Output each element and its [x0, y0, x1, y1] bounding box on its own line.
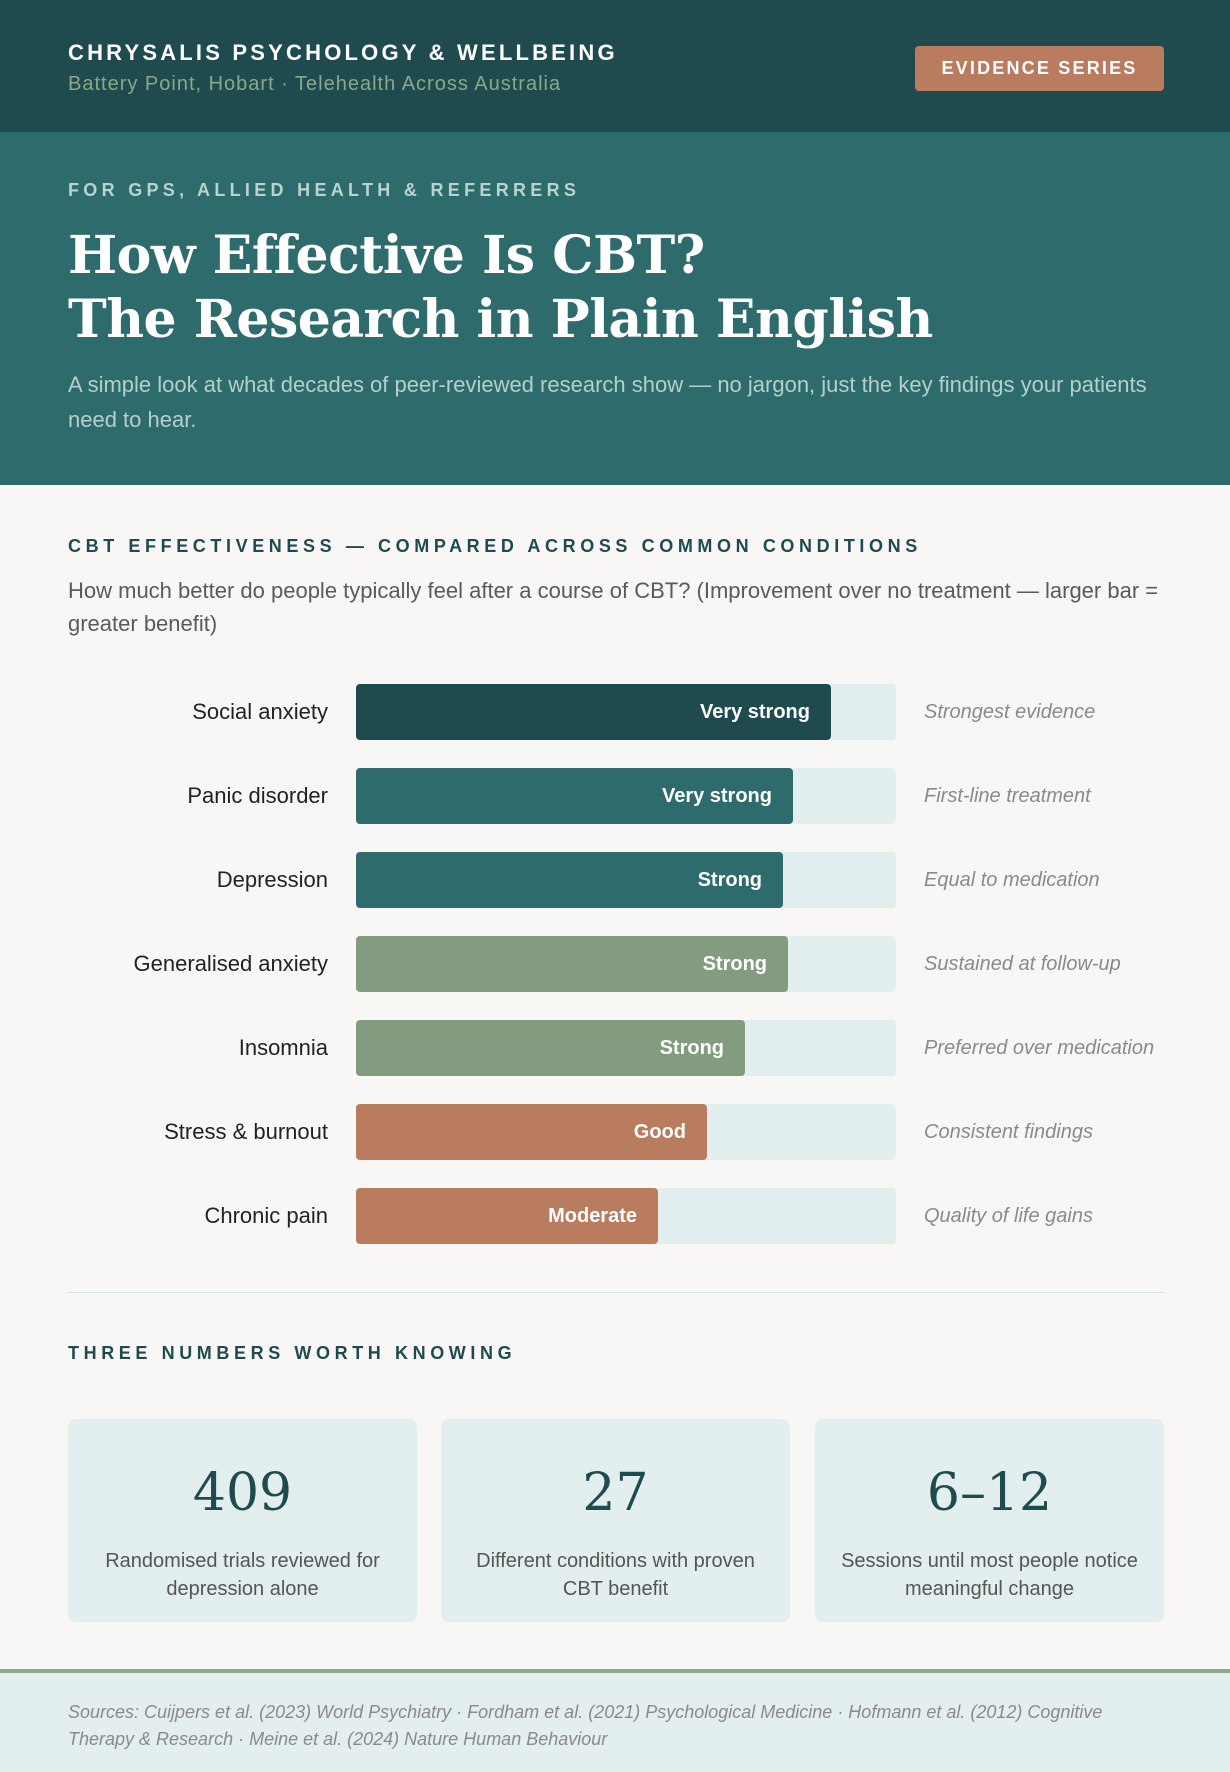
bar-track: Strong — [356, 936, 896, 992]
bar-row: Generalised anxiety Strong Sustained at fo… — [0, 936, 1230, 992]
bar-row: Social anxiety Very strong Strongest evide… — [0, 684, 1230, 740]
bar-note: Preferred over medication — [924, 1036, 1155, 1059]
bar-category-label: Depression — [216, 867, 328, 892]
bar: Good — [356, 1104, 707, 1160]
bar-track: Moderate — [356, 1188, 896, 1244]
bar-track: Good — [356, 1104, 896, 1160]
effectiveness-bar-chart: Social anxiety Very strong Strongest evide… — [0, 684, 1230, 1244]
bar-category-label: Insomnia — [238, 1035, 328, 1060]
header-bar: CHRYSALIS PSYCHOLOGY & WELLBEING Battery… — [0, 0, 1230, 132]
sources-footer: Sources: Cuijpers et al. (2023) World Ps… — [0, 1669, 1230, 1772]
bar-row: Chronic pain Moderate Quality of life gain… — [0, 1188, 1230, 1244]
bar-category-label: Panic disorder — [187, 783, 328, 808]
stat-card-trials: 409 Randomised trials reviewed for depre… — [68, 1419, 417, 1622]
stat-description: Randomised trials reviewed for depressio… — [105, 1550, 380, 1600]
bar: Strong — [356, 1020, 745, 1076]
sources-text: Sources: Cuijpers et al. (2023) World Ps… — [68, 1702, 1103, 1749]
bar: Moderate — [356, 1188, 658, 1244]
bar-value-label: Very strong — [661, 784, 772, 807]
org-location: Battery Point, Hobart · Telehealth Acros… — [68, 73, 562, 95]
bar: Strong — [356, 852, 783, 908]
bar-row: Panic disorder Very strong First-line trea… — [0, 768, 1230, 824]
stat-card-sessions: 6–12 Sessions until most people notice m… — [815, 1419, 1164, 1622]
bar-value-label: Strong — [697, 868, 762, 891]
bar-row: Stress & burnout Good Consistent findings — [0, 1104, 1230, 1160]
bar-note: Consistent findings — [924, 1120, 1093, 1143]
bar-track: Strong — [356, 852, 896, 908]
bar: Strong — [356, 936, 788, 992]
bar: Very strong — [356, 768, 793, 824]
page-title-line-1: How Effective Is CBT? — [68, 225, 705, 286]
bar-track: Strong — [356, 1020, 896, 1076]
bar-row: Depression Strong Equal to medication — [0, 852, 1230, 908]
bar-track: Very strong — [356, 768, 896, 824]
stat-number: 409 — [192, 1463, 293, 1523]
audience-eyebrow: FOR GPS, ALLIED HEALTH & REFERRERS — [68, 180, 581, 200]
bar: Very strong — [356, 684, 831, 740]
chart-heading: CBT EFFECTIVENESS — COMPARED ACROSS COMM… — [68, 536, 922, 556]
bar-category-label: Generalised anxiety — [133, 951, 328, 976]
stat-description: Different conditions with proven CBT ben… — [476, 1550, 755, 1600]
bar-note: Strongest evidence — [924, 700, 1096, 723]
bar-note: Quality of life gains — [924, 1204, 1093, 1227]
page-title-line-2: The Research in Plain English — [68, 289, 933, 350]
bar-track: Very strong — [356, 684, 896, 740]
stat-number: 6–12 — [926, 1463, 1053, 1523]
bar-note: First-line treatment — [924, 784, 1091, 807]
bar-note: Sustained at follow-up — [924, 952, 1121, 975]
hero-section: FOR GPS, ALLIED HEALTH & REFERRERS How E… — [0, 132, 1230, 485]
bar-category-label: Social anxiety — [192, 699, 328, 724]
bar-value-label: Strong — [659, 1036, 724, 1059]
bar-note: Equal to medication — [924, 868, 1100, 891]
bar-value-label: Strong — [702, 952, 767, 975]
bar-row: Insomnia Strong Preferred over medication — [0, 1020, 1230, 1076]
stat-card-conditions: 27 Different conditions with proven CBT … — [441, 1419, 790, 1622]
bar-value-label: Moderate — [548, 1204, 637, 1227]
section-divider — [68, 1292, 1164, 1293]
chart-subtitle: How much better do people typically feel… — [68, 578, 1159, 636]
bar-value-label: Good — [633, 1120, 686, 1143]
stats-heading: THREE NUMBERS WORTH KNOWING — [68, 1343, 517, 1363]
stat-number: 27 — [582, 1463, 649, 1523]
bar-value-label: Very strong — [699, 700, 810, 723]
hero-intro: A simple look at what decades of peer-re… — [68, 372, 1147, 432]
bar-category-label: Stress & burnout — [164, 1119, 328, 1144]
evidence-series-badge: EVIDENCE SERIES — [915, 46, 1164, 91]
stat-description: Sessions until most people notice meanin… — [841, 1550, 1138, 1600]
page-title: How Effective Is CBT? The Research in Pl… — [68, 224, 933, 352]
org-name: CHRYSALIS PSYCHOLOGY & WELLBEING — [68, 40, 618, 65]
bar-category-label: Chronic pain — [204, 1203, 328, 1228]
